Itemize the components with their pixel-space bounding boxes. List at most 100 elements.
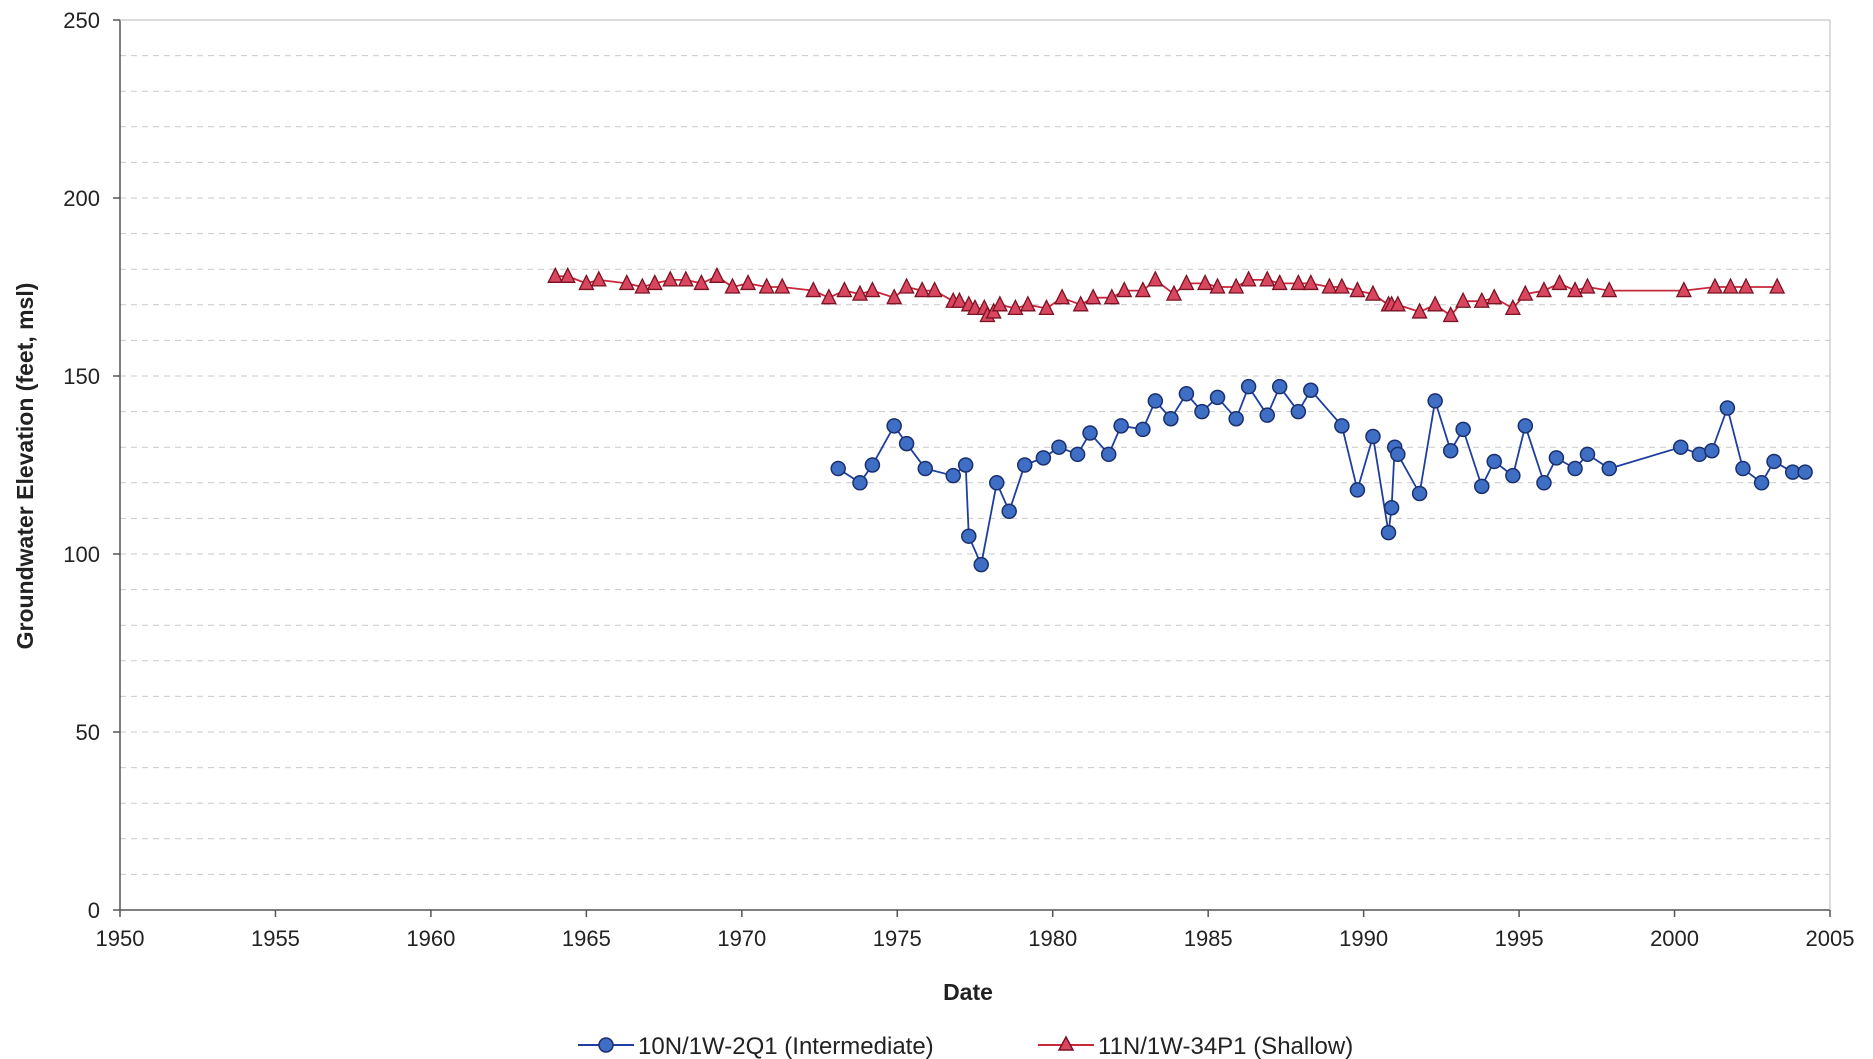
- data-point: [1704, 443, 1720, 459]
- data-point: [1601, 460, 1618, 477]
- data-point: [1389, 295, 1406, 312]
- data-point: [1334, 418, 1350, 434]
- x-tick-label: 1985: [1184, 926, 1233, 951]
- data-point: [708, 266, 725, 283]
- x-axis-ticks: 1950 1955 1960 1965 1970 1975 1980 1985 1990 1995…: [96, 910, 1854, 951]
- series-layer: [547, 266, 1813, 573]
- series-intermediate: [830, 378, 1813, 573]
- data-point: [1001, 503, 1017, 520]
- data-point: [724, 277, 741, 294]
- data-point: [1134, 281, 1151, 298]
- data-point: [1271, 273, 1288, 291]
- legend-entry-intermediate: 10N/1W-2Q1 (Intermediate): [578, 1033, 934, 1059]
- data-point: [991, 295, 1008, 312]
- data-point: [951, 291, 968, 308]
- data-point: [578, 273, 595, 291]
- x-tick-label: 1955: [251, 926, 300, 951]
- data-point: [1505, 467, 1521, 484]
- data-point: [1455, 421, 1471, 438]
- legend-marker-shallow: [1057, 1035, 1075, 1051]
- data-point: [1442, 306, 1459, 323]
- y-tick-label: 250: [63, 8, 100, 33]
- data-point: [1116, 281, 1133, 298]
- data-point: [1072, 295, 1089, 312]
- data-point: [662, 270, 679, 287]
- x-tick-label: 1950: [96, 926, 145, 951]
- y-tick-label: 0: [88, 898, 100, 923]
- data-point: [1673, 439, 1689, 455]
- x-tick-label: 1995: [1495, 926, 1544, 951]
- data-point: [1147, 270, 1164, 287]
- data-point: [836, 281, 853, 298]
- data-point: [1474, 478, 1490, 495]
- data-point: [1504, 298, 1521, 316]
- data-point: [926, 281, 943, 298]
- data-point: [1259, 270, 1276, 287]
- x-tick-label: 1970: [717, 926, 766, 951]
- data-point: [1228, 410, 1244, 427]
- data-point: [864, 457, 881, 473]
- legend-label-intermediate: 10N/1W-2Q1 (Intermediate): [638, 1033, 934, 1059]
- data-point: [1579, 446, 1596, 463]
- series-shallow: [547, 266, 1786, 323]
- data-point: [1738, 277, 1755, 294]
- data-point: [1178, 386, 1195, 402]
- data-point: [1548, 450, 1565, 466]
- data-point: [1442, 443, 1459, 459]
- y-tick-label: 100: [63, 542, 100, 567]
- data-point: [693, 273, 710, 291]
- data-point: [1290, 403, 1307, 420]
- data-point: [1054, 288, 1071, 305]
- data-point: [634, 277, 651, 294]
- y-axis-title: Groundwater Elevation (feet, msl): [12, 283, 38, 650]
- y-tick-label: 50: [76, 720, 100, 745]
- data-point: [1321, 277, 1338, 294]
- data-point: [1601, 281, 1618, 298]
- data-point: [1240, 270, 1257, 287]
- data-point: [1455, 291, 1472, 308]
- data-point: [1567, 460, 1583, 477]
- data-point: [1085, 288, 1102, 305]
- data-point: [1722, 277, 1739, 294]
- data-point: [1209, 389, 1226, 406]
- data-point: [1290, 273, 1307, 291]
- data-point: [1706, 277, 1724, 294]
- data-point: [1551, 273, 1568, 291]
- data-point: [1536, 475, 1552, 491]
- data-point: [1380, 524, 1397, 541]
- data-point: [774, 277, 791, 294]
- data-point: [945, 467, 961, 484]
- grid-lines: [120, 55, 1830, 875]
- data-point: [547, 266, 564, 283]
- data-point: [618, 273, 635, 291]
- data-point: [830, 460, 846, 477]
- axes: [119, 19, 1831, 911]
- data-point: [1302, 273, 1319, 291]
- data-point: [1178, 273, 1195, 291]
- data-point: [1517, 418, 1534, 434]
- data-point: [1194, 403, 1210, 420]
- legend: 10N/1W-2Q1 (Intermediate) 11N/1W-34P1 (S…: [578, 1033, 1353, 1059]
- data-point: [973, 556, 989, 573]
- data-point: [758, 277, 775, 294]
- plot-background: [120, 20, 1830, 910]
- data-point: [1228, 277, 1245, 294]
- data-point: [886, 288, 903, 305]
- x-tick-label: 1960: [406, 926, 455, 951]
- data-point: [1271, 378, 1288, 395]
- data-point: [1390, 446, 1406, 463]
- data-point: [1069, 446, 1086, 463]
- data-point: [1535, 281, 1553, 298]
- data-point: [646, 273, 663, 291]
- data-point: [1209, 277, 1226, 294]
- data-point: [1411, 302, 1428, 319]
- data-point: [1051, 439, 1067, 455]
- data-point: [805, 281, 822, 298]
- data-point: [1517, 284, 1534, 301]
- data-point: [1735, 460, 1751, 477]
- x-tick-label: 1980: [1028, 926, 1077, 951]
- data-point: [898, 277, 915, 294]
- data-point: [1427, 393, 1443, 409]
- data-point: [1364, 284, 1382, 301]
- data-point: [1113, 418, 1129, 434]
